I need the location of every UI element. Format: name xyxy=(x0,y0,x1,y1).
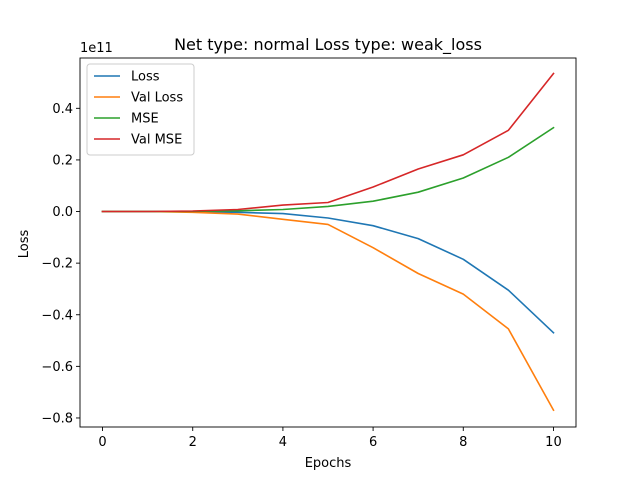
legend-entry: Loss xyxy=(131,70,160,85)
x-tick-label: 6 xyxy=(369,435,377,450)
x-tick-label: 10 xyxy=(545,435,562,450)
y-tick-label: 0.2 xyxy=(52,153,73,168)
x-tick-label: 4 xyxy=(279,435,287,450)
legend-box xyxy=(86,63,195,156)
x-tick-label: 2 xyxy=(189,435,197,450)
series-line-val-mse xyxy=(101,72,555,213)
y-tick-label: 0.0 xyxy=(52,205,73,220)
y-tick-label: −0.2 xyxy=(41,257,73,272)
y-tick-label: −0.8 xyxy=(41,411,73,426)
y-axis-label: Loss xyxy=(17,230,32,259)
y-tick-label: −0.4 xyxy=(41,308,73,323)
chart-title: Net type: normal Loss type: weak_loss xyxy=(174,35,482,55)
x-tick-label: 8 xyxy=(459,435,467,450)
x-axis-label: Epochs xyxy=(305,456,352,471)
y-tick-label: 0.4 xyxy=(52,102,73,117)
legend-entry: MSE xyxy=(131,112,159,127)
axes-frame xyxy=(79,57,577,428)
y-tick-label: −0.6 xyxy=(41,360,73,375)
legend-entry: Val Loss xyxy=(131,91,183,106)
x-tick-label: 0 xyxy=(98,435,106,450)
y-offset-label: 1e11 xyxy=(80,41,113,56)
legend-entry: Val MSE xyxy=(131,133,182,148)
plot-area: 0 2 4 6 8 10 −0.8 −0.6 −0.4 −0.2 0.0 0.2 0.4 xyxy=(41,57,577,450)
legend: Loss Val Loss MSE Val MSE xyxy=(86,63,195,156)
